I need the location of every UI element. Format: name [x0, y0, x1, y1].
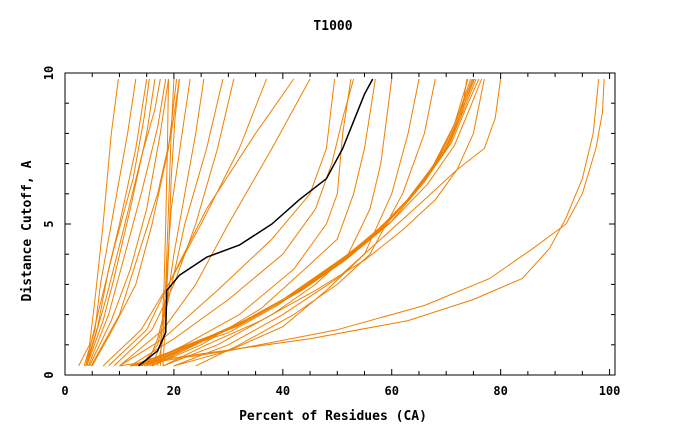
series-line-36	[149, 78, 483, 367]
x-tick-label: 80	[493, 384, 507, 398]
x-axis-label: Percent of Residues (CA)	[239, 409, 427, 424]
y-tick-label: 5	[42, 220, 56, 227]
x-tick-label: 20	[167, 384, 181, 398]
series-line-4	[86, 78, 156, 367]
series-line-7	[91, 78, 178, 367]
series-line-10	[86, 78, 161, 367]
series-line-5	[87, 78, 167, 367]
chart-title: T1000	[313, 19, 352, 34]
series-line-40	[130, 78, 605, 367]
series-line-8	[90, 78, 180, 367]
y-tick-label: 10	[42, 66, 56, 80]
series-line-20	[119, 78, 311, 367]
series-line-12	[157, 78, 175, 366]
x-tick-label: 100	[599, 384, 621, 398]
series-line-16	[140, 78, 224, 367]
series-line-22	[140, 78, 352, 367]
series-line-39	[119, 78, 600, 367]
highlight-series-line	[138, 78, 374, 367]
x-tick-label: 40	[276, 384, 290, 398]
y-axis-label: Distance Cutoff, A	[20, 160, 35, 301]
series-line-35	[143, 78, 468, 367]
series-line-1	[78, 78, 119, 367]
x-tick-label: 0	[61, 384, 68, 398]
highlight-layer	[138, 78, 374, 367]
series-line-15	[146, 78, 205, 367]
y-tick-label: 0	[42, 371, 56, 378]
series-line-37	[162, 78, 485, 367]
series-line-38	[173, 78, 502, 367]
series-line-19	[102, 78, 295, 367]
series-layer	[78, 78, 605, 367]
axis-layer: 0 20 40 60 80 100 0 5 10	[42, 66, 620, 398]
series-line-18	[108, 78, 267, 367]
series-line-27	[195, 78, 436, 367]
x-tick-label: 60	[385, 384, 399, 398]
series-line-9	[85, 78, 150, 367]
series-line-6	[89, 78, 169, 367]
series-line-21	[130, 78, 355, 367]
